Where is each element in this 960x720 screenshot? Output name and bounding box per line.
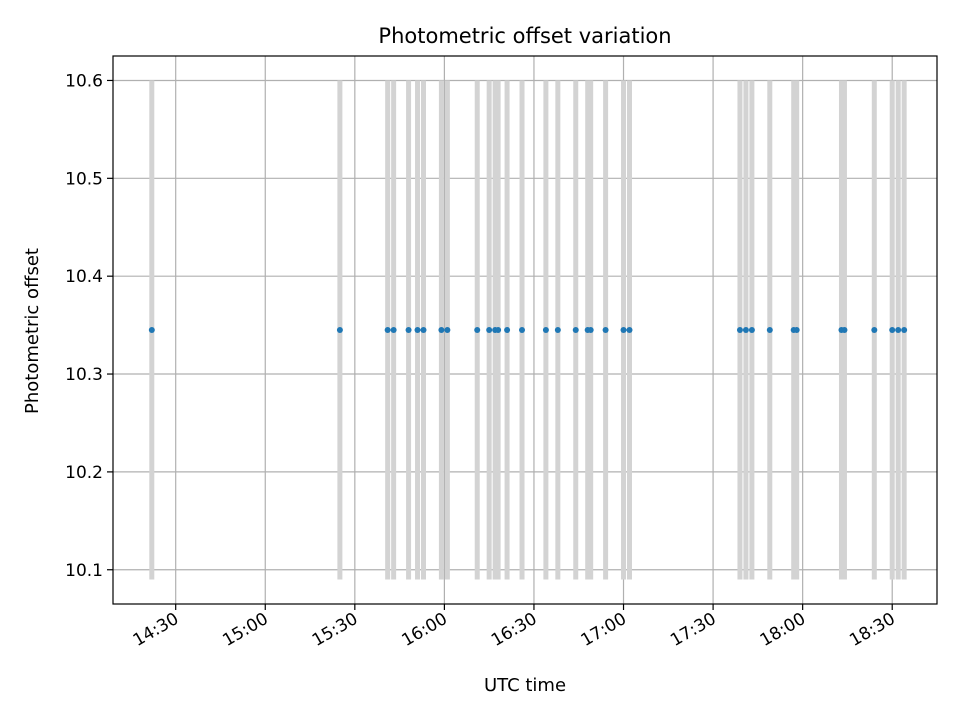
data-point — [438, 327, 445, 333]
data-point — [871, 327, 878, 333]
data-point — [748, 327, 755, 333]
y-tick-label: 10.1 — [65, 561, 103, 581]
y-tick-label: 10.3 — [65, 365, 103, 385]
data-point — [519, 327, 526, 333]
data-point — [444, 327, 451, 333]
y-tick-label: 10.4 — [65, 267, 103, 287]
data-point — [602, 327, 609, 333]
y-tick-label: 10.5 — [65, 169, 103, 189]
data-point — [554, 327, 561, 333]
data-point — [420, 327, 427, 333]
chart-title: Photometric offset variation — [378, 24, 671, 48]
data-point — [495, 327, 502, 333]
data-point — [587, 327, 594, 333]
data-point — [405, 327, 412, 333]
data-point — [390, 327, 397, 333]
data-point — [766, 327, 773, 333]
data-point — [889, 327, 896, 333]
data-point — [384, 327, 391, 333]
data-point — [626, 327, 633, 333]
data-point — [841, 327, 848, 333]
data-point — [895, 327, 902, 333]
data-point-layer — [148, 327, 908, 333]
data-point — [414, 327, 421, 333]
data-point — [474, 327, 481, 333]
data-point — [901, 327, 908, 333]
y-tick-label: 10.2 — [65, 463, 103, 483]
data-point — [736, 327, 743, 333]
x-axis-label: UTC time — [484, 675, 566, 696]
data-point — [620, 327, 627, 333]
data-point — [336, 327, 343, 333]
y-tick-label: 10.6 — [65, 71, 103, 91]
data-point — [504, 327, 511, 333]
data-point — [542, 327, 549, 333]
data-point — [148, 327, 155, 333]
data-point — [742, 327, 749, 333]
data-point — [572, 327, 579, 333]
y-axis-label: Photometric offset — [22, 248, 43, 414]
data-point — [793, 327, 800, 333]
plot-frame — [112, 55, 938, 605]
data-point — [486, 327, 493, 333]
